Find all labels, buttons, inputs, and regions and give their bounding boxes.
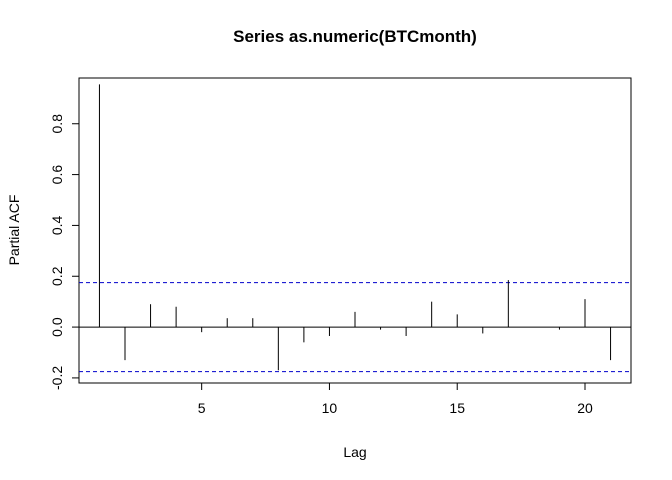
x-tick-label-15: 15 [449, 400, 465, 416]
x-tick-label-10: 10 [322, 400, 338, 416]
y-tick-label-3: 0.4 [49, 215, 65, 235]
plot-frame [78, 77, 632, 384]
y-tick-label-5: 0.8 [49, 114, 65, 134]
y-tick-label-1: 0.0 [49, 317, 65, 337]
chart-title: Series as.numeric(BTCmonth) [233, 27, 477, 46]
x-axis: 5 10 15 20 [198, 383, 593, 416]
y-tick-label-4: 0.6 [49, 165, 65, 185]
x-tick-label-5: 5 [198, 400, 206, 416]
x-tick-label-20: 20 [577, 400, 593, 416]
y-tick-label-0: -0.2 [49, 366, 65, 390]
y-tick-label-2: 0.2 [49, 266, 65, 286]
x-axis-label: Lag [343, 444, 366, 460]
y-axis-label: Partial ACF [6, 195, 22, 266]
pacf-bars [98, 84, 612, 371]
y-axis: -0.2 0.0 0.2 0.4 0.6 0.8 [49, 114, 79, 390]
confidence-bounds [79, 282, 631, 373]
